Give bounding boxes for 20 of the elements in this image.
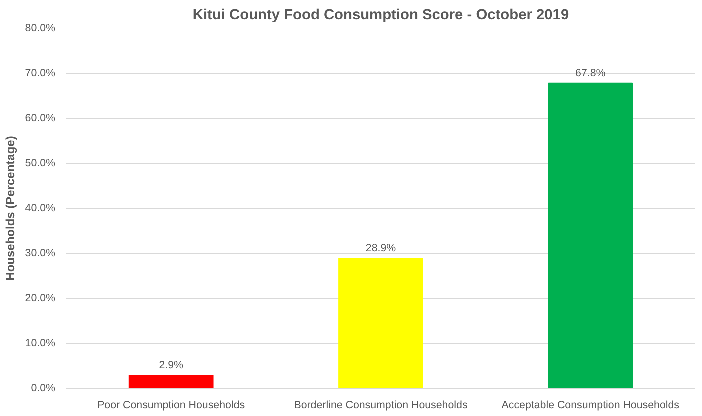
y-tick-label: 0.0% (31, 382, 56, 394)
y-tick-label: 30.0% (25, 248, 56, 260)
data-label: 28.9% (366, 242, 397, 254)
y-tick-label: 40.0% (25, 202, 56, 214)
y-tick-label: 20.0% (25, 292, 56, 304)
bar (548, 82, 634, 388)
y-tick-label: 10.0% (25, 338, 56, 350)
y-tick-label: 50.0% (25, 158, 56, 170)
x-tick-label: Poor Consumption Households (98, 400, 246, 412)
x-tick-label: Borderline Consumption Households (294, 400, 468, 412)
chart-title: Kitui County Food Consumption Score - October 2019 (192, 8, 570, 24)
data-label: 67.8% (576, 67, 606, 80)
data-label: 2.9% (159, 359, 184, 372)
bar (338, 258, 424, 388)
y-axis-title: Households (Percentage) (3, 136, 18, 281)
y-tick-label: 70.0% (25, 68, 56, 80)
bar (128, 374, 214, 388)
y-tick-label: 60.0% (25, 112, 56, 124)
x-tick-label: Acceptable Consumption Households (502, 400, 680, 412)
y-tick-label: 80.0% (25, 22, 56, 34)
